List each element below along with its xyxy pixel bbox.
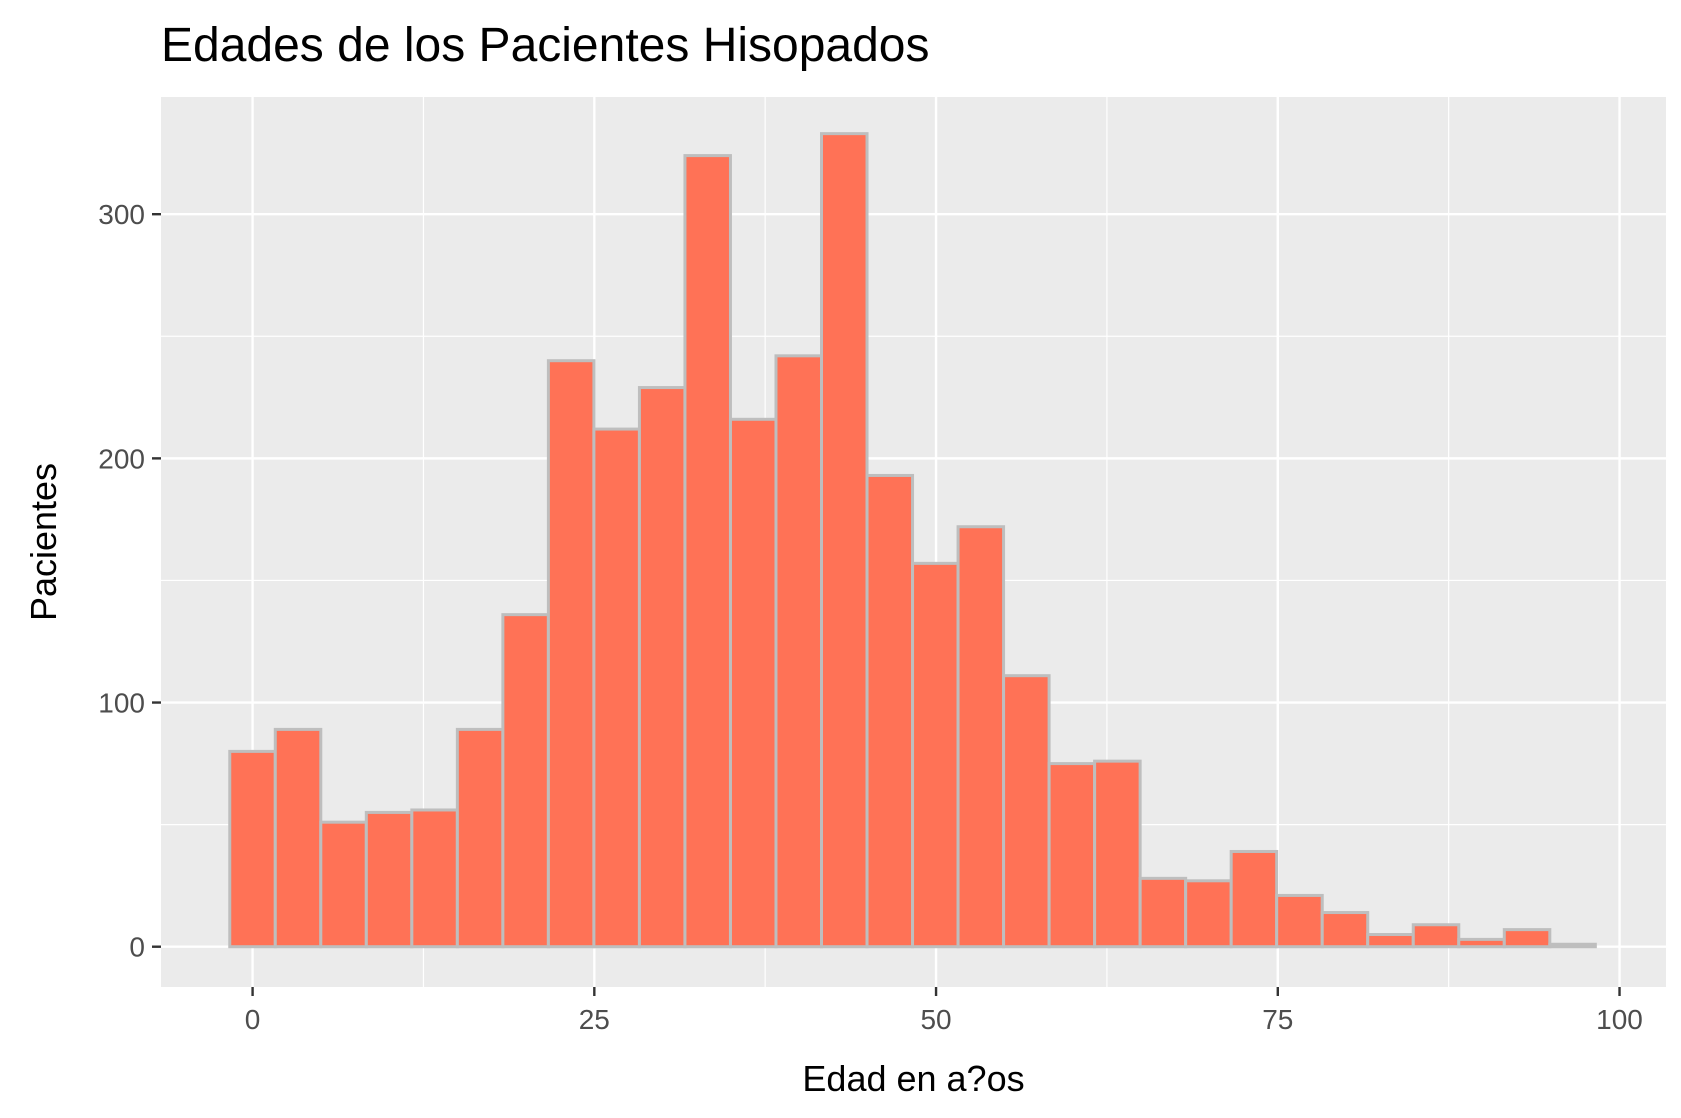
y-tick-label: 300	[98, 199, 145, 230]
y-tick-label: 100	[98, 688, 145, 719]
histogram-bar	[410, 808, 459, 949]
histogram-bar	[1366, 933, 1415, 949]
histogram-bar	[774, 354, 824, 949]
x-tick-label: 100	[1596, 1004, 1643, 1035]
histogram-bar	[728, 417, 778, 949]
y-tick-label: 0	[129, 932, 145, 963]
x-tick-label: 75	[1262, 1004, 1293, 1035]
y-axis-title: Pacientes	[23, 463, 64, 621]
histogram-bar	[228, 749, 277, 949]
histogram-bar	[820, 132, 869, 949]
x-tick-label: 50	[920, 1004, 951, 1035]
histogram-bar	[956, 525, 1006, 949]
histogram-bar	[1093, 759, 1142, 949]
x-axis: 0 25 50 75 100	[245, 987, 1643, 1035]
chart-title: Edades de los Pacientes Hisopados	[161, 19, 930, 72]
histogram-bar	[637, 386, 687, 949]
histogram-bar	[364, 810, 414, 949]
histogram-bar	[1184, 879, 1233, 949]
histogram-bar	[501, 613, 550, 949]
histogram-bar	[1047, 762, 1097, 949]
histogram-bars	[228, 132, 1597, 949]
histogram-bar	[865, 473, 915, 949]
histogram-bar	[1457, 937, 1506, 949]
histogram-bar	[1275, 893, 1324, 949]
histogram-bar	[1411, 923, 1461, 949]
x-tick-label: 25	[579, 1004, 610, 1035]
histogram-bar	[273, 727, 323, 949]
histogram-bar	[592, 427, 641, 949]
y-axis: 0 100 200 300	[98, 199, 161, 963]
histogram-bar	[683, 154, 732, 949]
histogram-bar	[911, 561, 960, 949]
histogram-bar	[1320, 911, 1370, 949]
histogram-bar	[1502, 928, 1552, 949]
histogram-bar	[319, 820, 368, 949]
histogram-bar	[1229, 849, 1279, 949]
x-tick-label: 0	[245, 1004, 261, 1035]
y-tick-label: 200	[98, 443, 145, 474]
histogram-bar	[1002, 674, 1051, 949]
x-axis-title: Edad en a?os	[802, 1058, 1024, 1099]
histogram-bar	[1548, 942, 1597, 949]
histogram-bar	[455, 727, 505, 949]
histogram-bar	[1138, 876, 1188, 949]
histogram-bar	[546, 359, 596, 949]
